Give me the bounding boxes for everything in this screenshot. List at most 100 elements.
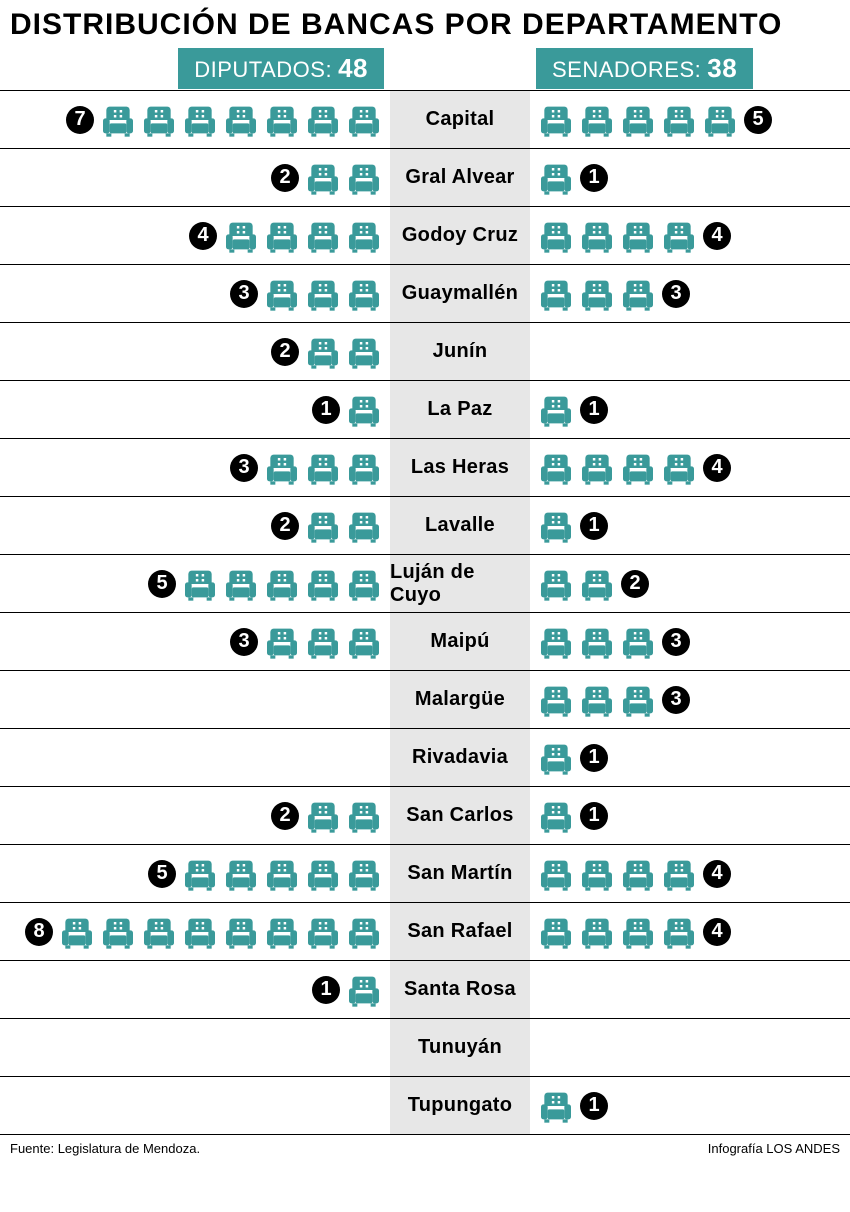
senadores-seats — [536, 854, 699, 894]
department-name: La Paz — [390, 381, 530, 438]
senadores-count-badge: 3 — [662, 628, 690, 656]
senadores-seats — [536, 506, 576, 546]
department-name: Godoy Cruz — [390, 207, 530, 264]
diputados-seats — [98, 100, 384, 140]
department-name: Lavalle — [390, 497, 530, 554]
department-name: Las Heras — [390, 439, 530, 496]
table-row: Tunuyán — [0, 1019, 850, 1077]
senadores-count-badge: 4 — [703, 222, 731, 250]
senadores-seats — [536, 448, 699, 488]
senadores-seats — [536, 796, 576, 836]
senadores-count-badge: 5 — [744, 106, 772, 134]
seat-icon — [344, 158, 384, 198]
seat-icon — [577, 680, 617, 720]
seat-icon — [303, 274, 343, 314]
seat-icon — [577, 564, 617, 604]
seat-icon — [659, 854, 699, 894]
seat-icon — [98, 912, 138, 952]
table-row: 5 — [0, 555, 850, 613]
seat-icon — [618, 622, 658, 662]
department-name: Capital — [390, 91, 530, 148]
header-diputados-count: 48 — [338, 53, 368, 84]
senadores-seats — [536, 100, 740, 140]
table-row: 2 San Carlos — [0, 787, 850, 845]
department-name: Guaymallén — [390, 265, 530, 322]
senadores-seats — [536, 738, 576, 778]
seat-icon — [344, 216, 384, 256]
seat-icon — [618, 448, 658, 488]
senadores-count-badge: 4 — [703, 918, 731, 946]
department-name: San Martín — [390, 845, 530, 902]
diputados-seats — [303, 506, 384, 546]
senadores-count-badge: 1 — [580, 512, 608, 540]
department-name: Santa Rosa — [390, 961, 530, 1018]
senadores-count-badge: 4 — [703, 860, 731, 888]
seat-icon — [262, 564, 302, 604]
seat-icon — [577, 912, 617, 952]
diputados-count-badge: 2 — [271, 802, 299, 830]
senadores-count-badge: 1 — [580, 1092, 608, 1120]
seat-icon — [536, 216, 576, 256]
seat-icon — [98, 100, 138, 140]
department-name: Gral Alvear — [390, 149, 530, 206]
diputados-seats — [262, 448, 384, 488]
senadores-count-badge: 3 — [662, 280, 690, 308]
diputados-count-badge: 2 — [271, 512, 299, 540]
infographic-container: DISTRIBUCIÓN DE BANCAS POR DEPARTAMENTO … — [0, 0, 850, 1166]
seat-icon — [344, 274, 384, 314]
department-name: Maipú — [390, 613, 530, 670]
seat-icon — [536, 622, 576, 662]
diputados-cell: 8 — [0, 912, 390, 952]
diputados-count-badge: 3 — [230, 454, 258, 482]
department-name: San Carlos — [390, 787, 530, 844]
header-row: DIPUTADOS: 48 SENADORES: 38 — [0, 46, 850, 90]
seat-icon — [344, 564, 384, 604]
seat-icon — [344, 912, 384, 952]
diputados-seats — [344, 970, 384, 1010]
seat-icon — [180, 564, 220, 604]
diputados-cell: 1 — [0, 390, 390, 430]
diputados-cell: 1 — [0, 970, 390, 1010]
header-senadores-pill: SENADORES: 38 — [536, 48, 753, 89]
senadores-cell: 3 — [530, 274, 850, 314]
seat-icon — [536, 448, 576, 488]
diputados-seats — [303, 332, 384, 372]
seat-icon — [139, 912, 179, 952]
senadores-cell: 3 — [530, 622, 850, 662]
seat-icon — [344, 332, 384, 372]
header-senadores-count: 38 — [707, 53, 737, 84]
seat-icon — [344, 390, 384, 430]
seat-icon — [344, 796, 384, 836]
table-row: 2 Lavalle — [0, 497, 850, 555]
senadores-cell: 1 — [530, 796, 850, 836]
seat-icon — [536, 738, 576, 778]
seat-icon — [618, 854, 658, 894]
diputados-cell: 5 — [0, 854, 390, 894]
table-row: Rivadavia 1 — [0, 729, 850, 787]
senadores-seats — [536, 158, 576, 198]
seat-icon — [577, 100, 617, 140]
senadores-seats — [536, 680, 658, 720]
senadores-cell: 2 — [530, 564, 850, 604]
diputados-cell: 3 — [0, 448, 390, 488]
table-row: 1 Santa Rosa — [0, 961, 850, 1019]
diputados-count-badge: 5 — [148, 860, 176, 888]
senadores-seats — [536, 390, 576, 430]
senadores-cell: 1 — [530, 390, 850, 430]
seat-icon — [262, 622, 302, 662]
seat-icon — [659, 100, 699, 140]
seat-icon — [262, 912, 302, 952]
seat-icon — [577, 622, 617, 662]
footer-source: Fuente: Legislatura de Mendoza. — [10, 1141, 200, 1156]
seat-icon — [262, 854, 302, 894]
senadores-count-badge: 2 — [621, 570, 649, 598]
seat-icon — [700, 100, 740, 140]
seat-icon — [577, 216, 617, 256]
seat-icon — [221, 854, 261, 894]
department-name: Luján de Cuyo — [390, 555, 530, 612]
diputados-cell: 3 — [0, 274, 390, 314]
seat-icon — [536, 506, 576, 546]
seat-icon — [344, 100, 384, 140]
seat-icon — [221, 100, 261, 140]
diputados-cell: 4 — [0, 216, 390, 256]
